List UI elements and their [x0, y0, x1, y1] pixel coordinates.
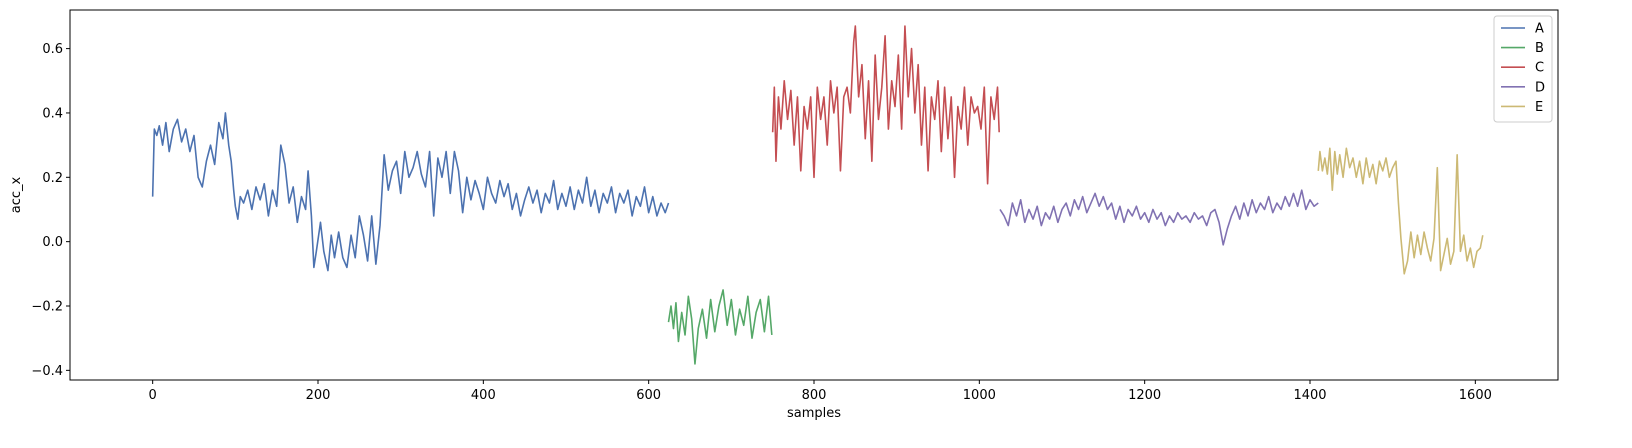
y-tick-label: 0.0: [42, 235, 63, 250]
legend-label-c: C: [1535, 61, 1544, 76]
x-tick-label: 600: [636, 388, 661, 403]
legend-label-b: B: [1535, 41, 1544, 56]
x-tick-label: 1000: [963, 388, 996, 403]
chart-marks: [151, 25, 1484, 365]
y-tick-label: 0.6: [42, 42, 63, 57]
legend-box: [1493, 15, 1553, 123]
plot-frame: [69, 9, 1559, 381]
x-tick-label: 400: [471, 388, 496, 403]
series-line-c: [771, 25, 1000, 185]
x-tick-label: 0: [149, 388, 157, 403]
series-line-a: [151, 112, 670, 272]
x-tick-label: 1600: [1459, 388, 1492, 403]
y-tick-label: −0.4: [31, 364, 63, 379]
y-tick-label: 0.2: [42, 171, 63, 186]
y-axis-title: acc_x: [9, 176, 24, 213]
x-tick-label: 200: [306, 388, 331, 403]
y-tick-label: 0.4: [42, 106, 63, 121]
y-tick-label: −0.2: [31, 300, 63, 315]
x-tick-label: 1200: [1128, 388, 1161, 403]
series-line-e: [1317, 147, 1484, 275]
x-tick-label: 1400: [1293, 388, 1326, 403]
legend-label-d: D: [1535, 80, 1545, 95]
legend-label-e: E: [1535, 100, 1543, 115]
x-tick-label: 800: [802, 388, 827, 403]
chart-axes: 0 200 400 600 800 1000 1200 1400 1600 −0.4 −0.2 0.0…: [9, 9, 1559, 421]
legend-label-a: A: [1535, 22, 1544, 37]
series-line-b: [667, 289, 773, 365]
series-line-d: [999, 189, 1319, 246]
x-axis-title: samples: [787, 406, 841, 421]
